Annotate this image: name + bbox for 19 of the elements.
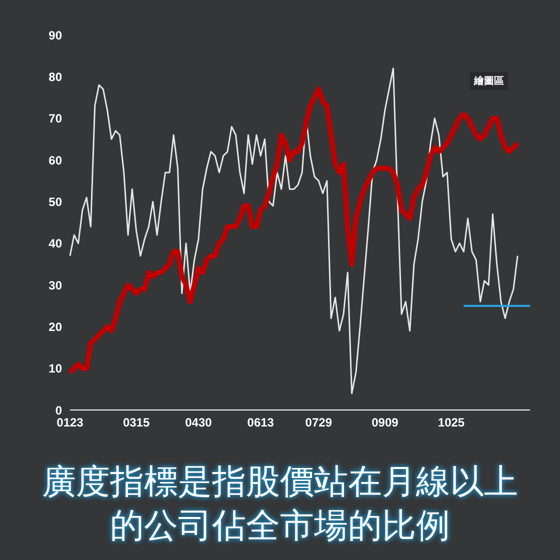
- y-tick-label: 80: [48, 70, 62, 84]
- x-tick-label: 0315: [122, 416, 150, 430]
- y-tick-label: 0: [55, 403, 62, 418]
- y-tick-label: 90: [48, 28, 62, 42]
- y-tick-label: 70: [48, 112, 62, 126]
- y-tick-label: 40: [48, 236, 62, 251]
- y-tick-label: 50: [48, 194, 62, 209]
- x-tick-label: 1025: [438, 416, 465, 430]
- y-tick-label: 30: [48, 278, 62, 292]
- x-tick-label: 0729: [305, 416, 332, 430]
- x-tick-label: 0430: [185, 416, 212, 430]
- annotation: 繪圖區: [470, 72, 508, 90]
- y-tick-label: 60: [48, 153, 62, 168]
- x-tick-label: 0613: [247, 416, 274, 430]
- y-tick-label: 10: [48, 362, 62, 376]
- x-tick-label: 0123: [56, 416, 84, 430]
- y-tick-label: 20: [48, 320, 62, 334]
- x-tick-label: 0909: [372, 416, 399, 430]
- text: 廣度指標是指股價站在月線以上的公司佔全市場的比例: [41, 461, 519, 548]
